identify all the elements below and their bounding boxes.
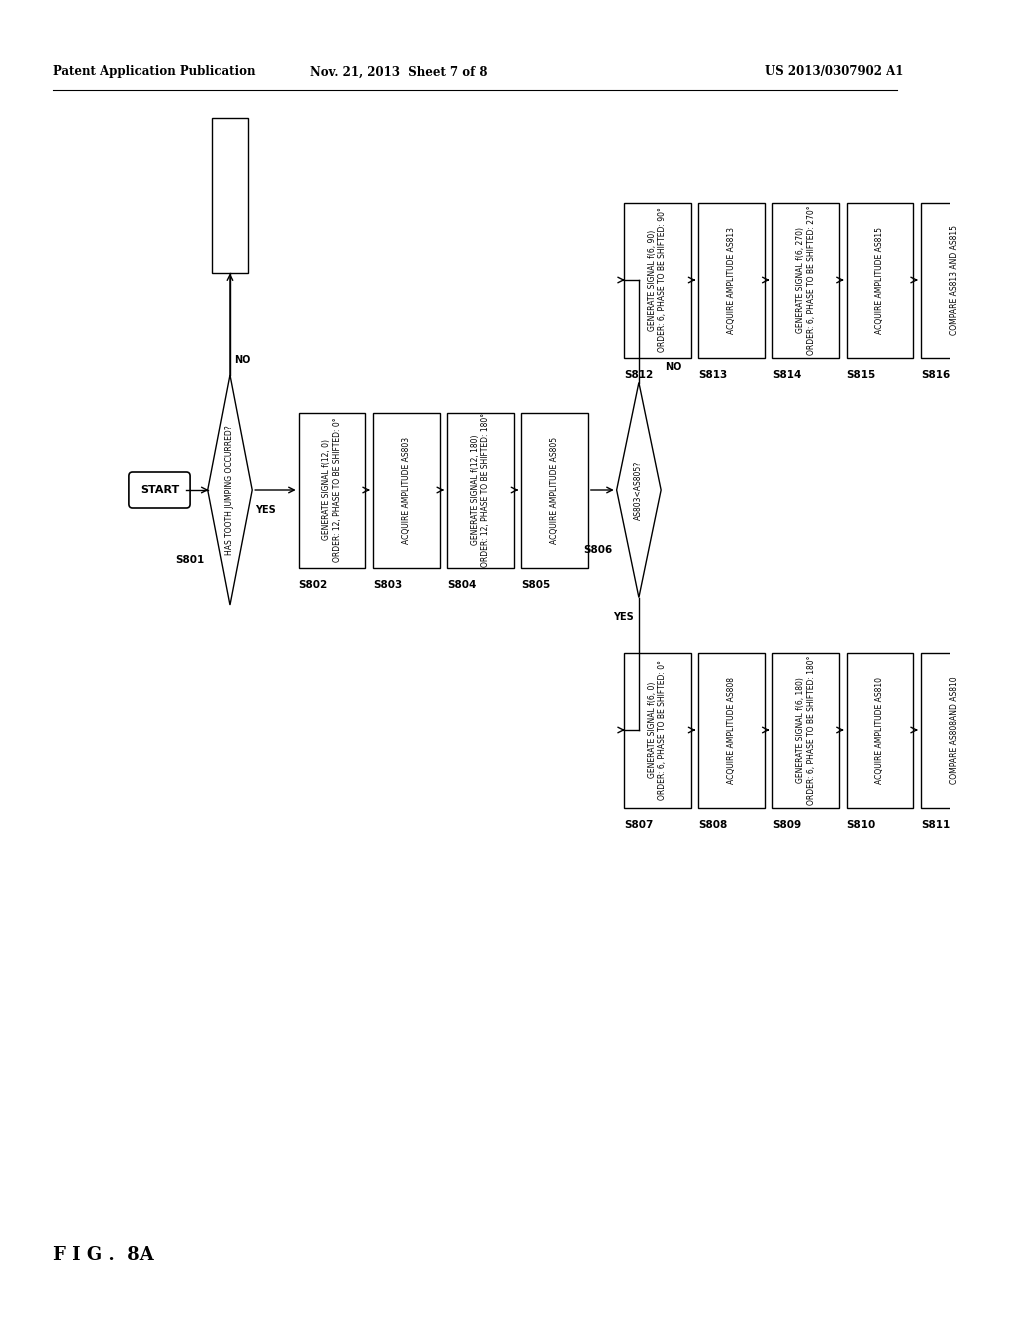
Text: YES: YES (255, 506, 275, 515)
Text: YES: YES (613, 612, 634, 623)
Bar (772, 202, 840, 358)
Text: ACQUIRE AMPLITUDE AS808: ACQUIRE AMPLITUDE AS808 (727, 676, 736, 784)
Text: S803: S803 (373, 581, 402, 590)
Bar (772, 652, 840, 808)
Text: ACQUIRE AMPLITUDE AS815: ACQUIRE AMPLITUDE AS815 (876, 227, 885, 334)
Text: GENERATE SIGNAL f(12, 180)
ORDER: 12, PHASE TO BE SHIFTED: 180°: GENERATE SIGNAL f(12, 180) ORDER: 12, PH… (471, 413, 490, 568)
Bar (521, 412, 588, 568)
Text: S810: S810 (847, 821, 876, 830)
Text: Patent Application Publication: Patent Application Publication (53, 66, 255, 78)
Text: GENERATE SIGNAL f(6, 180)
ORDER: 6, PHASE TO BE SHIFTED: 180°: GENERATE SIGNAL f(6, 180) ORDER: 6, PHAS… (796, 655, 815, 805)
Text: S811: S811 (921, 821, 950, 830)
Text: Nov. 21, 2013  Sheet 7 of 8: Nov. 21, 2013 Sheet 7 of 8 (310, 66, 487, 78)
Bar (299, 412, 366, 568)
Bar (698, 202, 765, 358)
Text: S816: S816 (921, 371, 950, 380)
Text: S809: S809 (772, 821, 802, 830)
Text: START: START (140, 484, 179, 495)
Bar (698, 652, 765, 808)
Text: S802: S802 (299, 581, 328, 590)
Text: S807: S807 (624, 821, 653, 830)
Text: US 2013/0307902 A1: US 2013/0307902 A1 (765, 66, 904, 78)
Text: GENERATE SIGNAL f(12, 0)
ORDER: 12, PHASE TO BE SHIFTED: 0°: GENERATE SIGNAL f(12, 0) ORDER: 12, PHAS… (323, 417, 342, 562)
Text: ACQUIRE AMPLITUDE AS813: ACQUIRE AMPLITUDE AS813 (727, 227, 736, 334)
Bar (446, 412, 514, 568)
Polygon shape (208, 375, 252, 605)
Text: ACQUIRE AMPLITUDE AS810: ACQUIRE AMPLITUDE AS810 (876, 676, 885, 784)
Text: COMPARE AS808AND AS810: COMPARE AS808AND AS810 (949, 676, 958, 784)
Text: HAS TOOTH JUMPING OCCURRED?: HAS TOOTH JUMPING OCCURRED? (225, 425, 234, 554)
Bar (373, 412, 439, 568)
Bar (921, 202, 987, 358)
Text: S806: S806 (584, 545, 613, 554)
Bar (921, 652, 987, 808)
Text: ACQUIRE AMPLITUDE AS803: ACQUIRE AMPLITUDE AS803 (401, 437, 411, 544)
Bar (847, 652, 913, 808)
Text: S814: S814 (772, 371, 802, 380)
Text: S815: S815 (847, 371, 876, 380)
Text: S808: S808 (698, 821, 727, 830)
Text: S805: S805 (521, 581, 550, 590)
Circle shape (1022, 737, 1024, 763)
Text: S804: S804 (446, 581, 476, 590)
Bar (624, 202, 691, 358)
Polygon shape (616, 383, 662, 598)
Bar (624, 652, 691, 808)
Text: F I G .  8A: F I G . 8A (53, 1246, 154, 1265)
Text: S812: S812 (624, 371, 653, 380)
Bar (212, 117, 248, 272)
Text: GENERATE SIGNAL f(6, 270)
ORDER: 6, PHASE TO BE SHIFTED: 270°: GENERATE SIGNAL f(6, 270) ORDER: 6, PHAS… (796, 205, 815, 355)
Text: GENERATE SIGNAL f(6, 0)
ORDER: 6, PHASE TO BE SHIFTED: 0°: GENERATE SIGNAL f(6, 0) ORDER: 6, PHASE … (648, 660, 668, 800)
Text: S801: S801 (175, 554, 204, 565)
FancyBboxPatch shape (129, 473, 190, 508)
Text: NO: NO (234, 355, 251, 366)
Text: AS803<AS805?: AS803<AS805? (635, 461, 643, 520)
Text: GENERATE SIGNAL f(6, 90)
ORDER: 6, PHASE TO BE SHIFTED: 90°: GENERATE SIGNAL f(6, 90) ORDER: 6, PHASE… (648, 207, 668, 352)
Text: S813: S813 (698, 371, 727, 380)
Text: NO: NO (665, 363, 681, 372)
Text: COMPARE AS813 AND AS815: COMPARE AS813 AND AS815 (949, 224, 958, 335)
Text: ACQUIRE AMPLITUDE AS805: ACQUIRE AMPLITUDE AS805 (550, 437, 559, 544)
Bar (847, 202, 913, 358)
